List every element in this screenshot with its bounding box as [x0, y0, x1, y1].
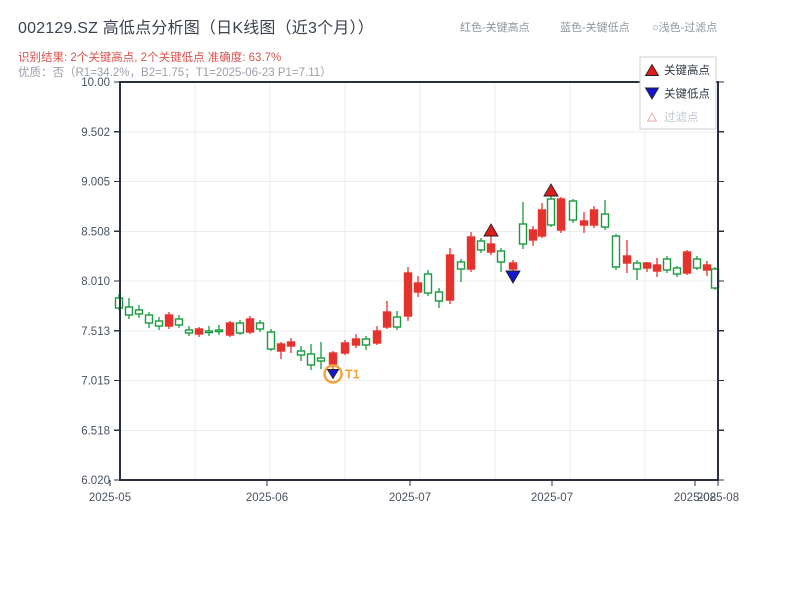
candle-up: [276, 342, 286, 359]
candle-up: [286, 338, 296, 353]
x-axis-tick-label: 2025-07: [531, 492, 573, 504]
candle-down: [174, 315, 184, 328]
y-axis-tick-label: 10.00: [81, 77, 110, 89]
candle-down: [154, 317, 164, 330]
candle-down: [568, 199, 578, 223]
candle-down: [662, 256, 672, 273]
candle-up: [382, 301, 392, 329]
candle-up: [537, 203, 547, 238]
candle-down: [423, 270, 433, 296]
key-point-markers: T1: [323, 183, 559, 384]
legend-item-label: 关键低点: [664, 87, 710, 101]
candle-down: [546, 196, 556, 227]
caption-filter-point: ○浅色-过滤点: [652, 22, 718, 34]
candle-up: [508, 260, 518, 272]
candle-down: [235, 320, 245, 335]
candle-down: [204, 326, 214, 336]
y-axis-tick-label: 6.020: [81, 475, 110, 487]
candle-down: [361, 336, 371, 350]
candle-down: [632, 260, 642, 280]
candle-down: [316, 342, 326, 369]
candle-down: [672, 266, 682, 277]
candle-up: [340, 340, 350, 355]
y-axis-tick-label: 9.502: [81, 127, 110, 139]
y-axis-tick-label: 9.005: [81, 177, 110, 189]
recognition-result-text: 识别结果: 2个关键高点, 2个关键低点 准确度: 63.7%: [18, 52, 282, 64]
candle-down: [144, 312, 154, 328]
candle-up: [652, 258, 662, 277]
candle-down: [392, 311, 402, 330]
candle-down: [214, 325, 224, 335]
candle-up: [466, 232, 476, 272]
candle-down: [476, 238, 486, 253]
candle-down: [296, 346, 306, 361]
candle-up: [702, 261, 712, 276]
candle-up: [556, 197, 566, 233]
candle-down: [611, 234, 621, 270]
candle-up: [194, 327, 204, 337]
y-axis-tick-label: 8.508: [81, 226, 110, 238]
candle-up: [682, 250, 692, 275]
candle-up: [589, 206, 599, 228]
candle-down: [434, 288, 444, 308]
x-axis-tick-label: 2025-06: [246, 492, 288, 504]
x-axis-tick-label: 2025-05: [89, 492, 131, 504]
y-axis-tick-label: 7.015: [81, 376, 110, 388]
candle-up: [245, 316, 255, 334]
y-axis-tick-label: 6.518: [81, 425, 110, 437]
candle-up: [528, 226, 538, 246]
y-axis-tick-label: 7.513: [81, 326, 110, 338]
caption-key-high: 红色-关键高点: [460, 22, 530, 34]
t1-annotation-label: T1: [345, 368, 360, 382]
legend-item: 关键高点: [644, 63, 710, 77]
quality-summary-text: 优质：否（R1=34.2%，B2=1.75；T1=2025-06-23 P1=7…: [18, 67, 332, 79]
legend-item: 关键低点: [644, 87, 710, 101]
y-axis-tick-label: 8.010: [81, 276, 110, 288]
candle-down: [184, 326, 194, 336]
axes: 10.00 9.502 9.005 8.508 8.010 7.513 7.015 6.518…: [81, 77, 739, 504]
key-high-marker: [543, 183, 559, 197]
gridlines: [120, 81, 718, 481]
candle-down: [496, 248, 506, 272]
candle-up: [622, 240, 632, 273]
candle-up: [328, 351, 338, 371]
candle-down: [255, 320, 265, 332]
caption-key-low: 蓝色-关键低点: [560, 22, 630, 34]
x-axis-tick-label: 2025-07: [389, 492, 431, 504]
candle-down: [114, 294, 124, 310]
candle-up: [445, 248, 455, 304]
candle-down: [124, 298, 134, 319]
key-high-marker: [483, 223, 499, 237]
page-title: 002129.SZ 高低点分析图（日K线图（近3个月））: [18, 20, 374, 37]
candle-down: [306, 344, 316, 370]
x-axis-tick-label: 2025-08: [674, 492, 716, 504]
candle-down: [456, 259, 466, 282]
candle-up: [403, 267, 413, 321]
candle-up: [164, 312, 174, 329]
legend-item: 过滤点: [646, 111, 699, 124]
candle-up: [351, 334, 361, 348]
key-low-marker: T1: [323, 364, 360, 384]
candle-down: [600, 200, 610, 230]
candle-up: [413, 276, 423, 297]
candle-up: [225, 321, 235, 337]
x-axis-tick-label: 2025-08: [697, 492, 739, 504]
candle-down: [518, 202, 528, 249]
candle-down: [266, 329, 276, 351]
candles: [114, 196, 720, 371]
candle-up: [372, 326, 382, 345]
legend-item-label: 关键高点: [664, 63, 710, 77]
legend-item-label: 过滤点: [664, 111, 699, 124]
candle-up: [579, 212, 589, 233]
candle-down: [692, 256, 702, 270]
candle-up: [642, 262, 652, 272]
key-low-marker: [505, 270, 521, 284]
candle-down: [134, 305, 144, 318]
candle-up: [486, 233, 496, 255]
